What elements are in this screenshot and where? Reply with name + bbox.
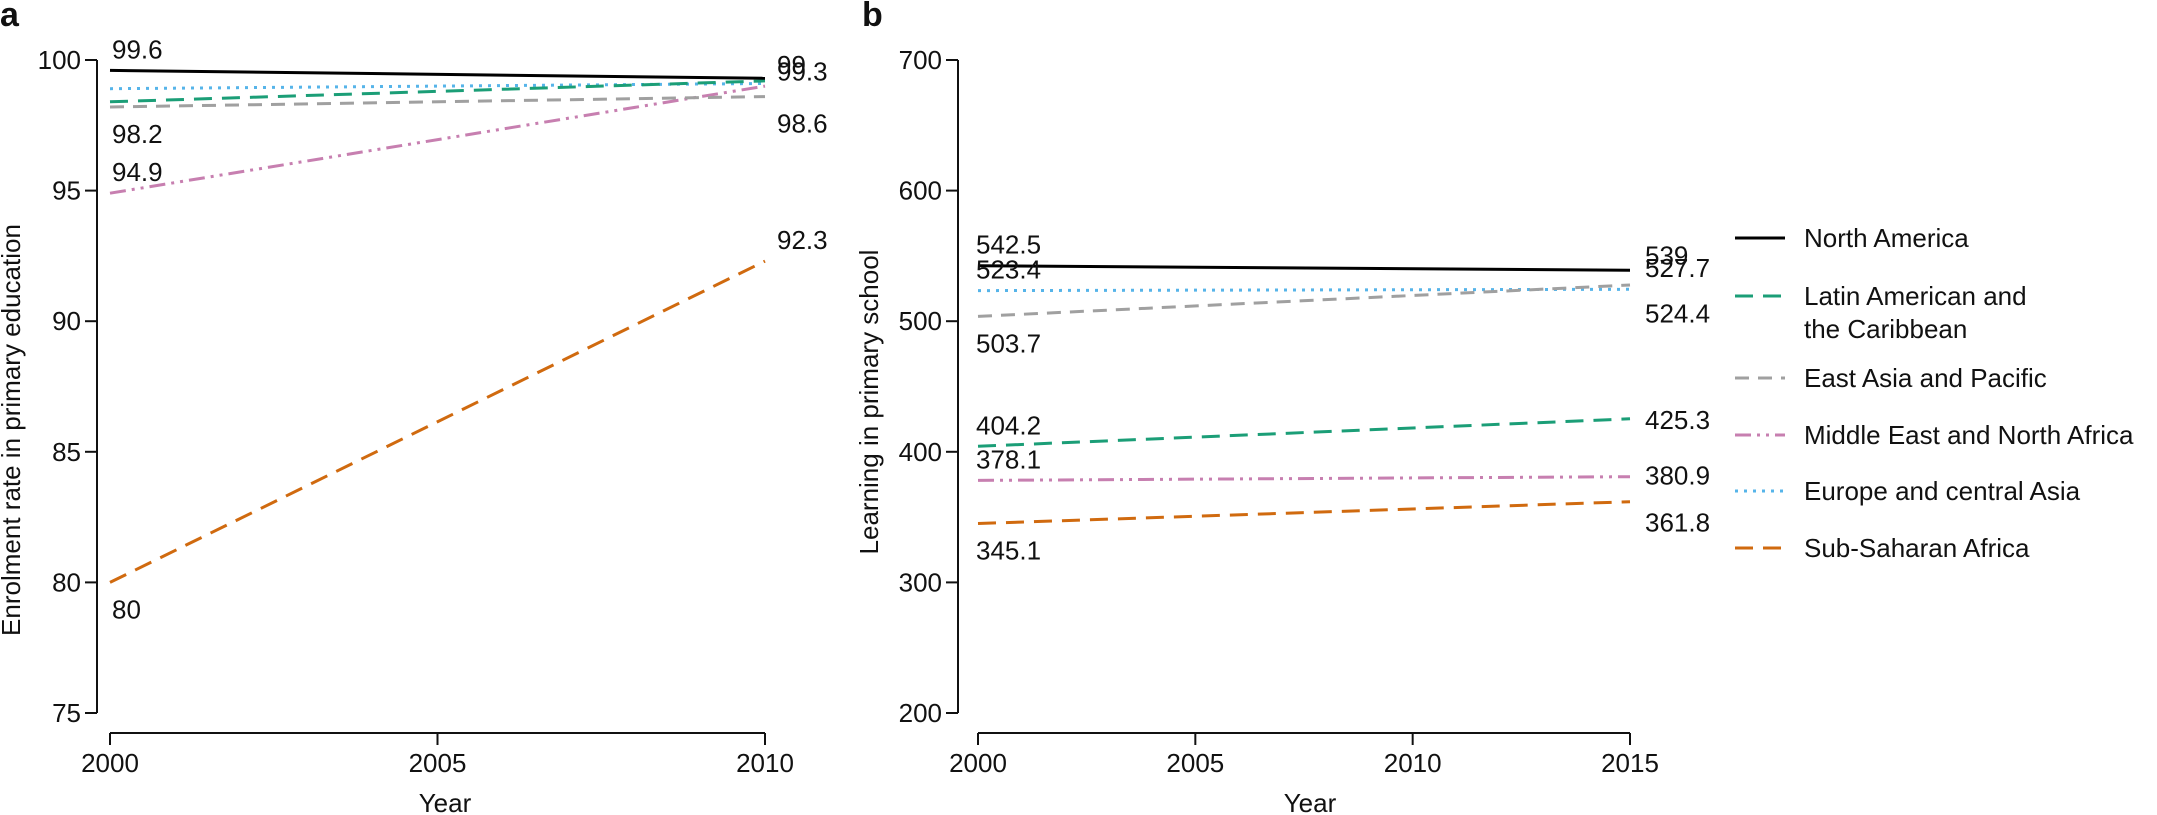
x-tick-label: 2010	[736, 748, 794, 778]
panel-a-data-labels: 99.6 99.3 98.2 98.6 94.9 99 80 92.3	[112, 34, 828, 624]
panel-b-x-axis-title: Year	[1284, 788, 1337, 815]
data-label-north-america: 539	[1645, 240, 1688, 270]
data-label-east-asia: 527.7	[1645, 253, 1710, 283]
y-tick-label: 90	[52, 306, 81, 336]
data-label-sub-saharan: 92.3	[777, 225, 828, 255]
legend-label-sub-saharan: Sub-Saharan Africa	[1804, 533, 2030, 563]
x-tick-label: 2000	[949, 748, 1007, 778]
legend-label-middle-east: Middle East and North Africa	[1804, 420, 2134, 450]
y-tick-label: 700	[899, 45, 942, 75]
data-label-east-asia: 503.7	[976, 328, 1041, 358]
data-label-sub-saharan: 345.1	[976, 535, 1041, 565]
x-tick-label: 2010	[1384, 748, 1442, 778]
series-line-sub-saharan	[977, 500, 1631, 525]
x-tick-label: 2000	[81, 748, 139, 778]
panel-b-data-labels: 542.5 539 404.2 425.3 503.7 527.7 378.1 380.9 52…	[976, 230, 1710, 566]
data-label-sub-saharan: 361.8	[1645, 508, 1710, 538]
series-line-east-asia	[109, 95, 766, 109]
x-tick-label: 2005	[409, 748, 467, 778]
legend-label-north-america: North America	[1804, 223, 1969, 253]
panel-a-y-axis-title: Enrolment rate in primary education	[0, 224, 26, 636]
y-tick-label: 300	[899, 567, 942, 597]
series-line-europe	[977, 287, 1631, 293]
y-tick-label: 100	[38, 45, 81, 75]
panel-a-series	[109, 68, 766, 584]
y-tick-label: 200	[899, 698, 942, 728]
x-tick-label: 2005	[1166, 748, 1224, 778]
data-label-europe: 524.4	[1645, 298, 1710, 328]
data-label-latin-america: 404.2	[976, 410, 1041, 440]
series-line-europe	[109, 82, 766, 91]
data-label-latin-america: 425.3	[1645, 405, 1710, 435]
legend-label-east-asia: East Asia and Pacific	[1804, 363, 2047, 393]
series-line-middle-east	[109, 84, 766, 195]
series-line-north-america	[977, 264, 1631, 272]
series-line-north-america	[109, 68, 766, 80]
series-line-sub-saharan	[109, 259, 766, 584]
data-label-europe: 523.4	[976, 255, 1041, 285]
legend-label-latin-america: Latin American and	[1804, 281, 2027, 311]
legend-label-latin-america: the Caribbean	[1804, 314, 1967, 344]
data-label-east-asia: 98.2	[112, 119, 163, 149]
y-tick-label: 600	[899, 176, 942, 206]
y-tick-label: 75	[52, 698, 81, 728]
data-label-north-america: 542.5	[976, 230, 1041, 260]
y-tick-label: 95	[52, 176, 81, 206]
panel-a-axes: 75 80 85 90 95 100 2000 2005 2010	[38, 45, 794, 778]
panel-b-axes: 200 300 400 500 600 700 2000 2005 2010 2015	[899, 45, 1659, 778]
y-tick-label: 500	[899, 306, 942, 336]
data-label-middle-east: 380.9	[1645, 461, 1710, 491]
legend-label-europe: Europe and central Asia	[1804, 476, 2081, 506]
panel-a-label: a	[0, 0, 20, 34]
data-label-north-america: 99.6	[112, 34, 163, 64]
series-line-latin-america	[977, 417, 1631, 448]
data-label-east-asia: 98.6	[777, 109, 828, 139]
data-label-middle-east: 94.9	[112, 157, 163, 187]
data-label-sub-saharan: 80	[112, 594, 141, 624]
panel-a-x-axis-title: Year	[419, 788, 472, 815]
series-line-latin-america	[109, 79, 766, 104]
data-label-north-america: 99.3	[777, 56, 828, 86]
y-tick-label: 400	[899, 437, 942, 467]
series-line-east-asia	[977, 283, 1631, 318]
panel-a: a 75 80 85 90 95 100 2000 2005 2010 99.6 99.3 98.2…	[0, 0, 828, 815]
panel-b-series	[977, 264, 1631, 525]
panel-b-y-axis-title: Learning in primary school	[854, 250, 884, 555]
x-tick-label: 2015	[1601, 748, 1659, 778]
y-tick-label: 80	[52, 567, 81, 597]
panel-b: b 200 300 400 500 600 700 2000 2005 2010 2015 542…	[854, 0, 1710, 815]
series-line-middle-east	[977, 475, 1631, 482]
data-label-middle-east: 99	[777, 50, 806, 80]
data-label-middle-east: 378.1	[976, 444, 1041, 474]
y-tick-label: 85	[52, 437, 81, 467]
panel-b-label: b	[862, 0, 883, 34]
